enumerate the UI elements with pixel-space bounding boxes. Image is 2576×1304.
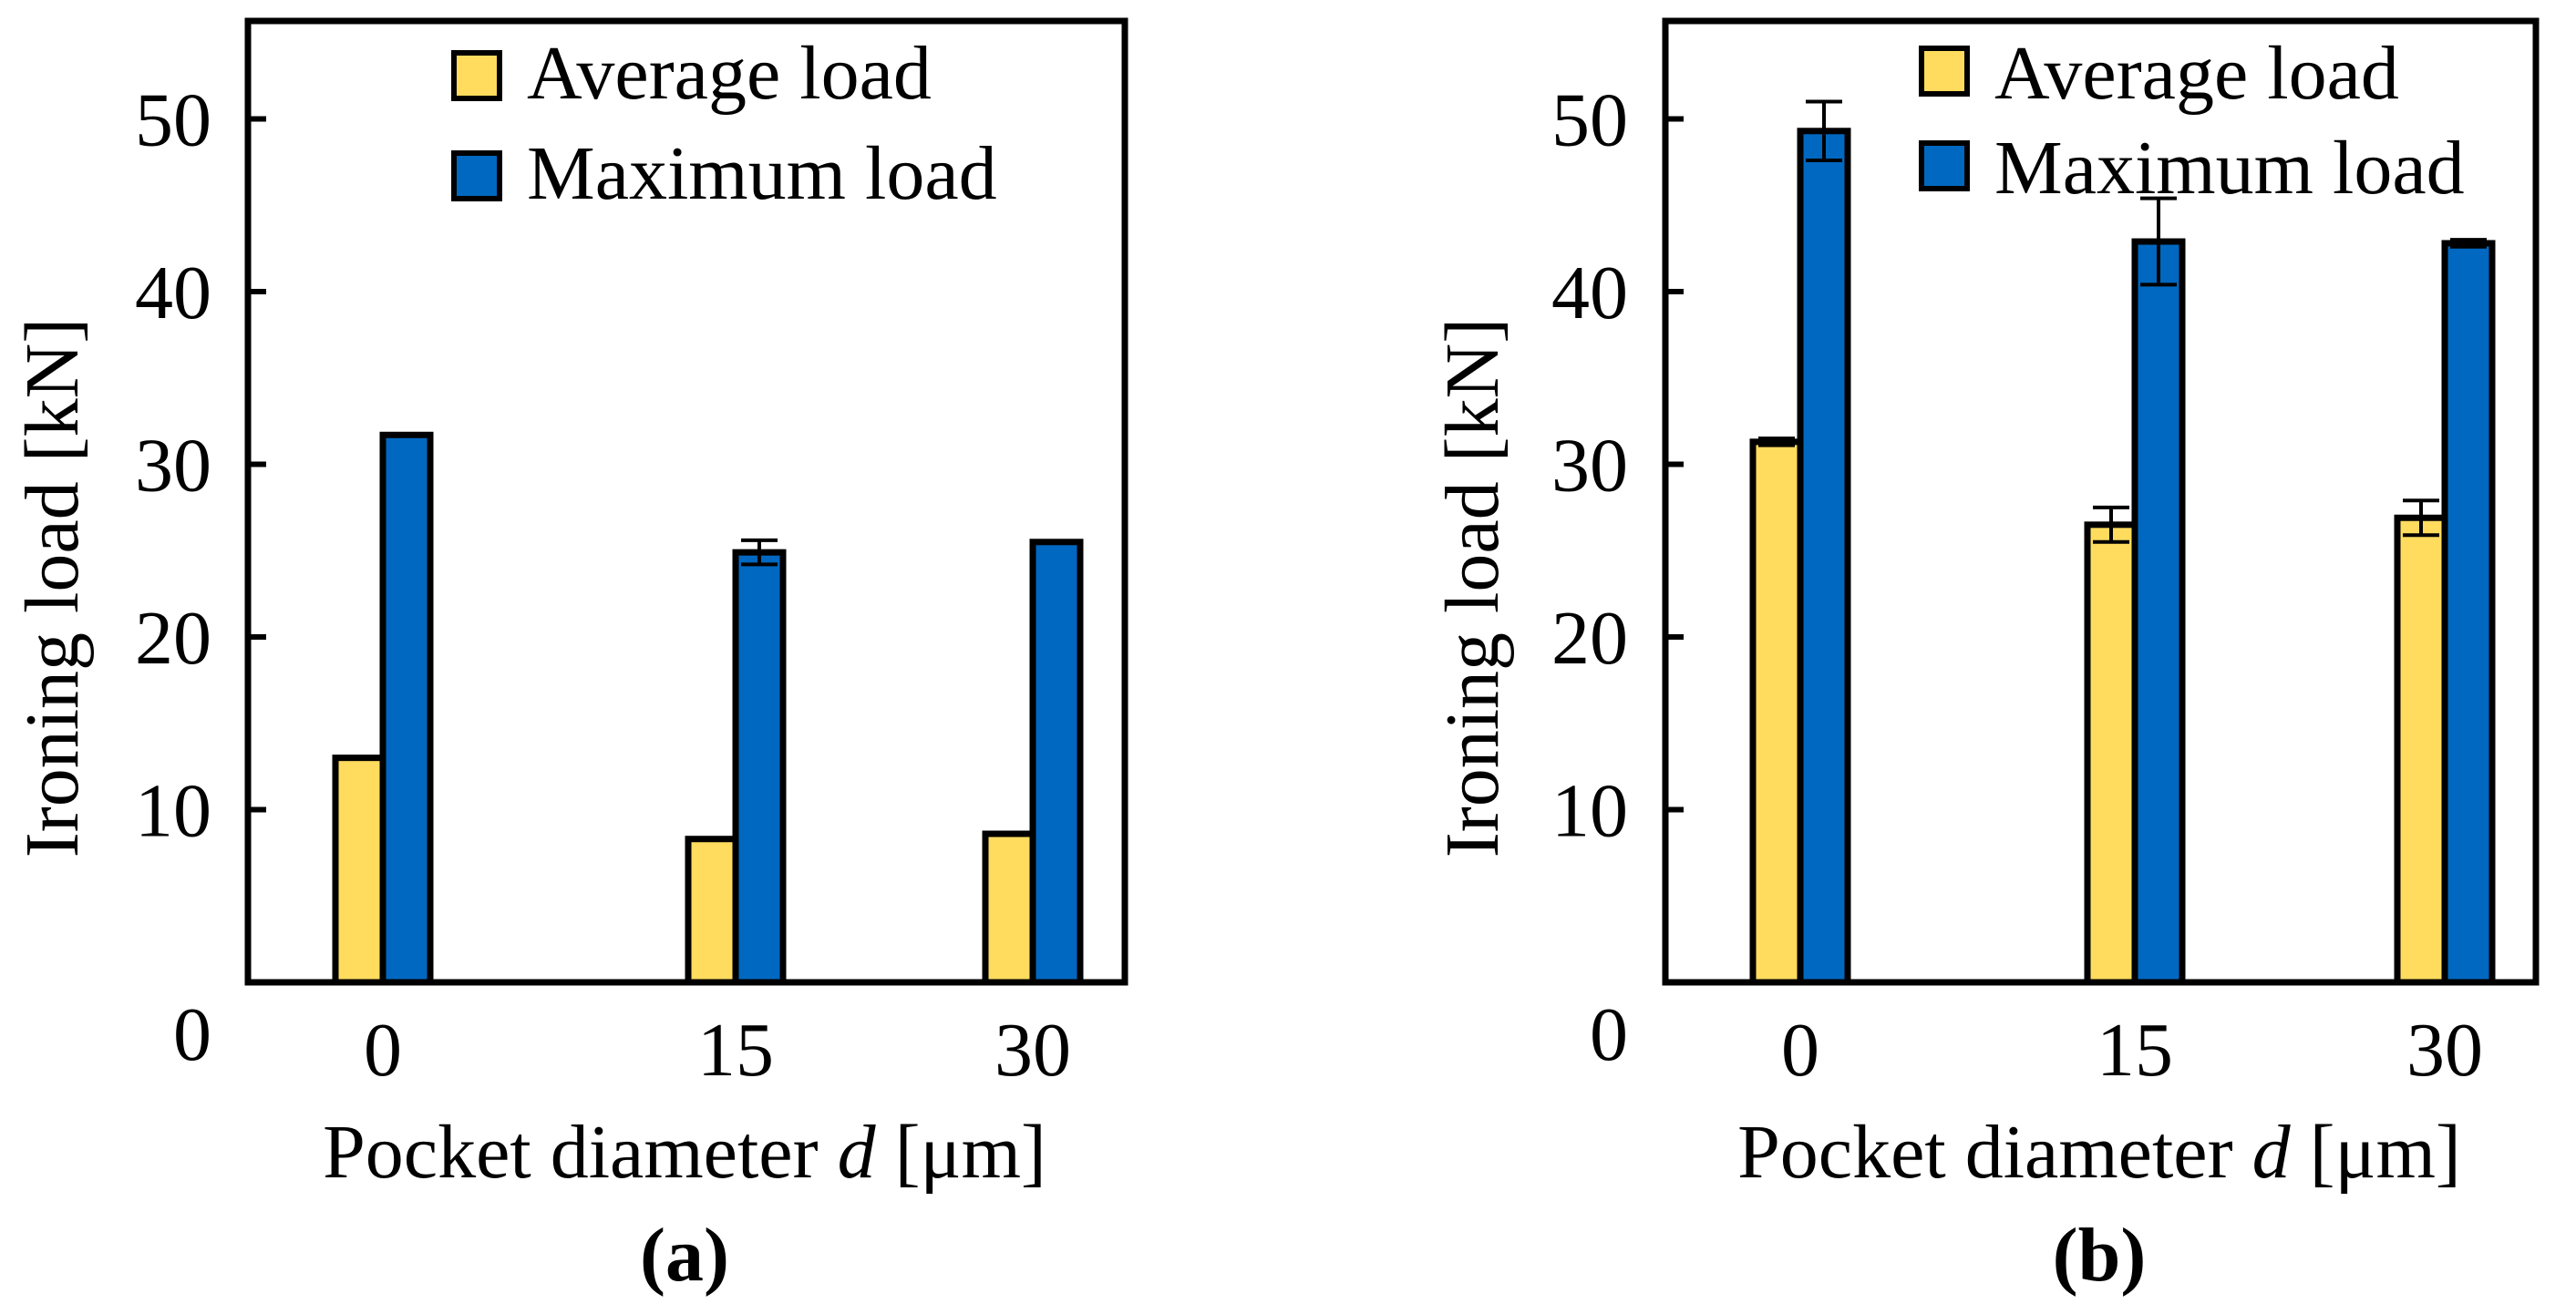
x-tick-label: 30 [994,1008,1071,1093]
error-bar [2450,238,2487,249]
legend-label-maximum: Maximum load [1994,126,2465,210]
bar-maximum-0 [1797,128,1851,986]
x-tick-label: 15 [2097,1008,2173,1093]
bar-maximum-30 [1029,539,1084,986]
error-bar [2093,505,2129,544]
x-tick-label: 30 [2406,1008,2483,1093]
bars [1749,99,2496,986]
y-tick-label: 30 [135,424,211,508]
bars [332,431,1084,986]
y-tick-label: 50 [135,78,211,163]
bar-average-15 [2084,521,2138,986]
x-axis-title: Pocket diameter d [μm] [323,1110,1046,1195]
x-tick-label: 15 [697,1008,774,1093]
legend: Average load Maximum load [1919,31,2465,210]
error-bar [1806,99,1842,162]
legend: Average load Maximum load [451,31,997,216]
y-tick-label: 30 [1551,424,1628,508]
bar-maximum-15 [732,549,787,986]
error-bar [741,538,778,567]
error-bar [2403,498,2439,538]
bar-average-30 [2394,514,2448,986]
legend-swatch-maximum [451,150,502,201]
y-tick-label: 40 [1551,251,1628,335]
legend-label-maximum: Maximum load [527,131,997,216]
bar-maximum-30 [2441,240,2496,986]
legend-swatch-maximum [1919,140,1970,191]
bar-average-15 [685,836,739,986]
y-tick-label: 50 [1551,78,1628,163]
y-tick-label: 20 [135,596,211,681]
y-tick-label: 0 [173,992,211,1077]
y-tick-label: 10 [1551,769,1628,854]
panel-label-b: (b) [2053,1213,2147,1298]
x-tick-labels: 0 15 30 [1781,1008,2483,1093]
panel-label-a: (a) [640,1213,729,1298]
y-tick-label: 20 [1551,596,1628,681]
x-tick-label: 0 [1781,1008,1819,1093]
bar-maximum-15 [2131,238,2186,986]
chart-panel-b: Ironing load [kN] 0 10 20 30 40 50 0 15 30 Aver… [1430,17,2540,1298]
error-bar [1758,436,1795,447]
y-tick-labels: 0 10 20 30 40 50 [135,78,266,1077]
y-tick-label: 0 [1590,992,1628,1077]
y-tick-label: 10 [135,769,211,854]
bar-average-0 [332,755,386,986]
chart-panel-a: Ironing load [kN] 0 10 20 30 40 50 0 15 30 Aver… [10,17,1128,1298]
x-tick-labels: 0 15 30 [364,1008,1071,1093]
x-axis-title: Pocket diameter d [μm] [1737,1110,2461,1195]
y-tick-label: 40 [135,251,211,335]
error-bar [2140,196,2177,287]
plot-frame [244,17,1128,986]
bar-average-0 [1749,438,1804,986]
bar-average-30 [982,830,1036,986]
y-tick-labels: 0 10 20 30 40 50 [1551,78,1684,1077]
x-tick-label: 0 [364,1008,402,1093]
bar-maximum-0 [379,431,434,986]
legend-label-average: Average load [527,31,932,116]
y-axis-title: Ironing load [kN] [1430,318,1515,858]
legend-swatch-average [1919,46,1970,97]
legend-label-average: Average load [1994,31,2399,116]
y-axis-title: Ironing load [kN] [10,318,95,858]
legend-swatch-average [451,50,502,101]
plot-frame [1662,17,2540,986]
